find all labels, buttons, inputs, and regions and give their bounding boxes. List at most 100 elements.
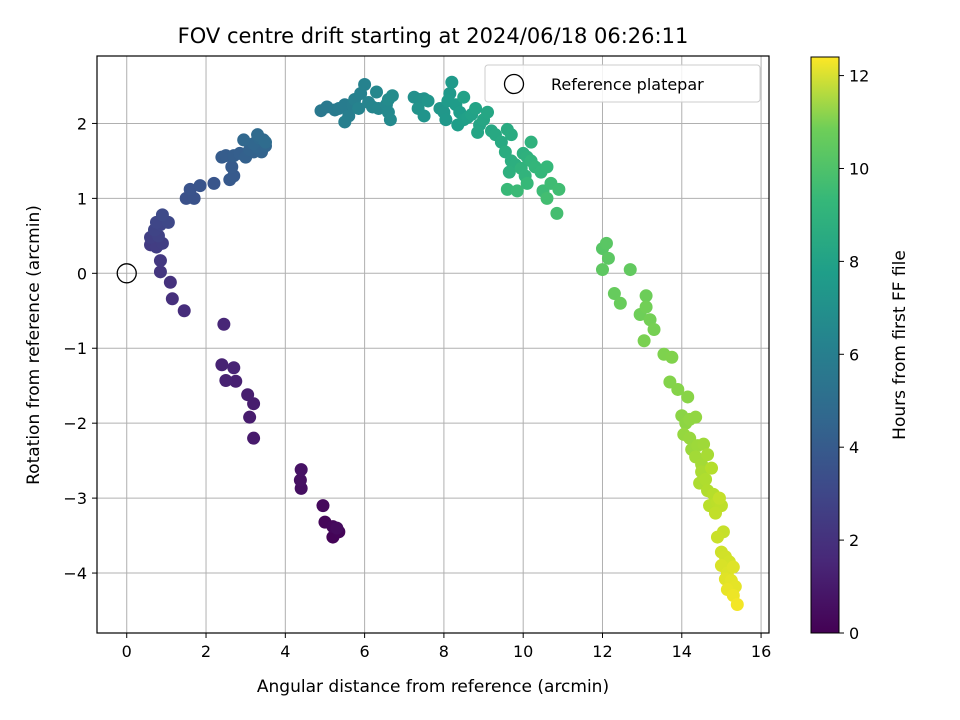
data-point [510, 184, 524, 198]
data-point [258, 135, 272, 149]
legend-box [484, 64, 761, 103]
data-point [177, 304, 191, 318]
x-tick-label: 8 [439, 642, 449, 661]
data-point [599, 236, 613, 250]
x-axis-label: Angular distance from reference (arcmin) [257, 677, 609, 697]
legend-open-circle-marker [503, 73, 525, 95]
chart-title: FOV centre drift starting at 2024/06/18 … [178, 24, 689, 48]
data-point [241, 388, 255, 402]
x-axis-ticks: 0 2 4 6 8 10 12 14 16 [122, 633, 771, 661]
legend-label: Reference platepar [551, 75, 704, 94]
data-point [370, 85, 384, 99]
y-tick-label: −2 [63, 414, 87, 433]
data-point [699, 472, 713, 486]
x-tick-label: 2 [201, 642, 211, 661]
data-point [671, 382, 685, 396]
data-point [457, 90, 471, 104]
x-tick-label: 14 [672, 642, 692, 661]
data-point [647, 323, 661, 337]
data-point [227, 361, 241, 375]
y-tick-label: −1 [63, 339, 87, 358]
data-point [681, 390, 695, 404]
plot-background [97, 56, 769, 633]
x-tick-label: 12 [592, 642, 612, 661]
data-point [524, 135, 538, 149]
colorbar-tick-label: 8 [849, 252, 859, 271]
data-point [153, 265, 167, 279]
y-axis-label: Rotation from reference (arcmin) [24, 205, 44, 485]
data-point [730, 598, 744, 612]
data-point [293, 473, 307, 487]
data-point [639, 289, 653, 303]
colorbar-gradient [810, 56, 840, 634]
data-point [165, 292, 179, 306]
data-point [708, 506, 722, 520]
data-point [352, 101, 366, 115]
data-point [469, 101, 483, 115]
colorbar-tick-label: 6 [849, 345, 859, 364]
data-point [552, 182, 566, 196]
data-point [155, 208, 169, 222]
data-point [701, 448, 715, 462]
y-tick-label: −3 [63, 489, 87, 508]
x-tick-label: 16 [751, 642, 771, 661]
y-tick-label: 0 [77, 264, 87, 283]
data-point [504, 128, 518, 142]
data-point [153, 254, 167, 268]
data-point [193, 179, 207, 193]
data-point [383, 113, 397, 127]
data-point [643, 313, 657, 327]
colorbar-tick-label: 2 [849, 531, 859, 550]
y-tick-label: 2 [77, 114, 87, 133]
data-point [689, 410, 703, 424]
data-point [471, 125, 485, 139]
x-tick-label: 4 [280, 642, 290, 661]
y-tick-label: −4 [63, 564, 87, 583]
data-point [229, 374, 243, 388]
y-axis-ticks: −4 −3 −2 −1 0 1 2 [63, 114, 97, 583]
data-point [316, 499, 330, 513]
legend: Reference platepar [484, 64, 761, 103]
data-point [183, 182, 197, 196]
data-point [237, 133, 251, 147]
data-point [639, 300, 653, 314]
data-point [607, 287, 621, 301]
data-point [219, 373, 233, 387]
data-point [417, 109, 431, 123]
data-point [705, 461, 719, 475]
colorbar-label: Hours from first FF file [890, 250, 910, 440]
plot-frame [96, 55, 770, 634]
x-tick-label: 6 [360, 642, 370, 661]
data-points [144, 75, 744, 612]
data-point [207, 176, 221, 190]
data-point [637, 334, 651, 348]
data-point [225, 160, 239, 174]
data-point [500, 182, 514, 196]
data-point [247, 431, 261, 445]
data-point [520, 176, 534, 190]
data-point [697, 437, 711, 451]
colorbar-ticks: 0 2 4 6 8 10 12 [839, 67, 869, 643]
x-tick-label: 0 [122, 642, 132, 661]
data-point [726, 560, 740, 574]
data-point [550, 206, 564, 220]
colorbar-tick-label: 4 [849, 438, 859, 457]
data-point [494, 135, 508, 149]
reference-marker [116, 263, 137, 284]
data-point [445, 75, 459, 89]
colorbar-tick-label: 12 [849, 67, 869, 86]
data-point [330, 521, 344, 535]
data-point [710, 530, 724, 544]
x-tick-label: 10 [513, 642, 533, 661]
colorbar-tick-label: 10 [849, 159, 869, 178]
data-point [595, 263, 609, 277]
data-point [217, 317, 231, 331]
data-point [540, 160, 554, 174]
data-point [665, 350, 679, 364]
colorbar-tick-label: 0 [849, 624, 859, 643]
data-point [502, 165, 516, 179]
data-point [294, 463, 308, 477]
data-point [358, 77, 372, 91]
